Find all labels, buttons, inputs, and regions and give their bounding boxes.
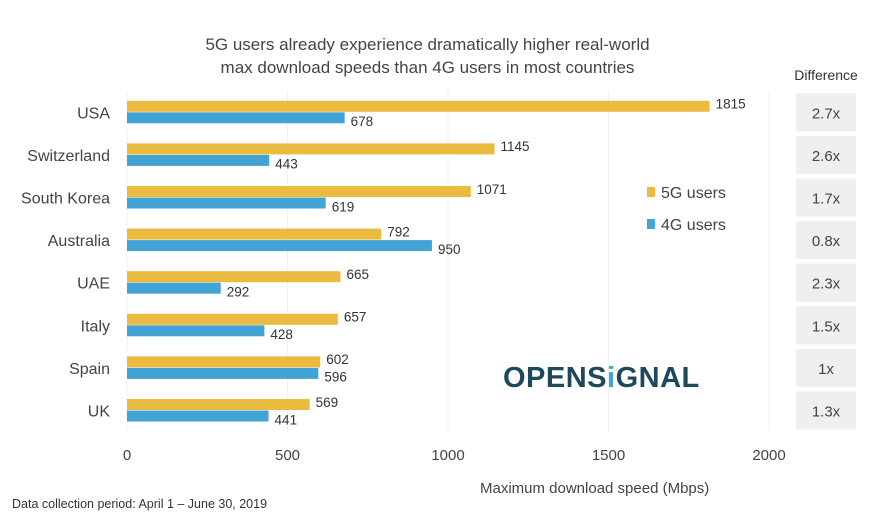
difference-box [796, 263, 856, 302]
x-tick-label: 500 [275, 447, 300, 464]
difference-box [796, 178, 856, 217]
footnote: Data collection period: April 1 – June 3… [12, 497, 268, 511]
data-label: 1145 [501, 139, 530, 154]
category-label: USA [77, 105, 110, 122]
data-label: 443 [275, 157, 298, 172]
bar-5g [127, 186, 471, 197]
x-tick-label: 0 [123, 447, 131, 464]
difference-value: 2.3x [812, 276, 841, 293]
difference-box [796, 93, 856, 132]
data-label: 602 [326, 352, 349, 367]
difference-box [796, 348, 856, 387]
opensignal-logo: OPENSiGNAL [503, 362, 700, 394]
difference-value: 2.7x [812, 105, 841, 122]
data-label: 1815 [716, 97, 746, 112]
title-line-2: max download speeds than 4G users in mos… [220, 58, 635, 77]
bar-4g [127, 325, 265, 337]
legend-swatch [647, 187, 655, 197]
category-label: Spain [69, 361, 110, 378]
difference-value: 1.7x [812, 191, 841, 208]
bar-4g [127, 154, 270, 166]
legend-label: 4G users [661, 217, 726, 234]
data-label: 950 [438, 242, 461, 257]
difference-box [796, 391, 856, 430]
bar-4g [127, 282, 221, 294]
legend-swatch [647, 219, 655, 229]
data-label: 292 [227, 284, 250, 299]
bar-5g [127, 356, 321, 368]
x-tick-label: 1500 [592, 447, 625, 464]
data-label: 428 [270, 327, 293, 342]
x-tick-label: 2000 [752, 447, 785, 464]
difference-value: 1.3x [812, 404, 841, 421]
data-label: 619 [332, 199, 355, 214]
bar-4g [127, 112, 345, 124]
bar-4g [127, 367, 319, 379]
chart-title: 5G users already experience dramatically… [0, 33, 855, 79]
data-label: 569 [316, 395, 339, 410]
category-label: Italy [81, 318, 110, 335]
bar-4g [127, 197, 326, 209]
difference-box [796, 221, 856, 260]
category-label: UK [88, 404, 111, 421]
data-label: 596 [324, 370, 347, 385]
category-label: South Korea [21, 191, 110, 208]
data-label: 665 [346, 267, 369, 282]
difference-value: 1.5x [812, 318, 841, 335]
difference-box [796, 135, 856, 174]
data-label: 678 [351, 114, 374, 129]
category-label: UAE [77, 276, 110, 293]
x-axis-label: Maximum download speed (Mbps) [480, 480, 710, 497]
data-label: 1071 [477, 182, 507, 197]
data-label: 657 [344, 310, 367, 325]
bar-5g [127, 228, 382, 240]
data-label: 792 [387, 224, 410, 239]
difference-box [796, 306, 856, 345]
bar-4g [127, 240, 432, 252]
legend-label: 5G users [661, 185, 726, 202]
bar-5g [127, 271, 341, 283]
difference-value: 0.8x [812, 233, 841, 250]
bar-5g [127, 143, 495, 155]
bar-4g [127, 410, 269, 422]
bar-5g [127, 100, 710, 112]
difference-value: 1x [818, 361, 834, 378]
x-tick-label: 1000 [431, 447, 464, 464]
difference-value: 2.6x [812, 148, 841, 165]
category-label: Australia [48, 233, 110, 250]
title-line-1: 5G users already experience dramatically… [205, 35, 650, 54]
difference-header: Difference [794, 67, 858, 83]
bar-5g [127, 399, 310, 410]
bar-5g [127, 313, 338, 325]
data-label: 441 [275, 412, 298, 427]
category-label: Switzerland [27, 148, 110, 165]
